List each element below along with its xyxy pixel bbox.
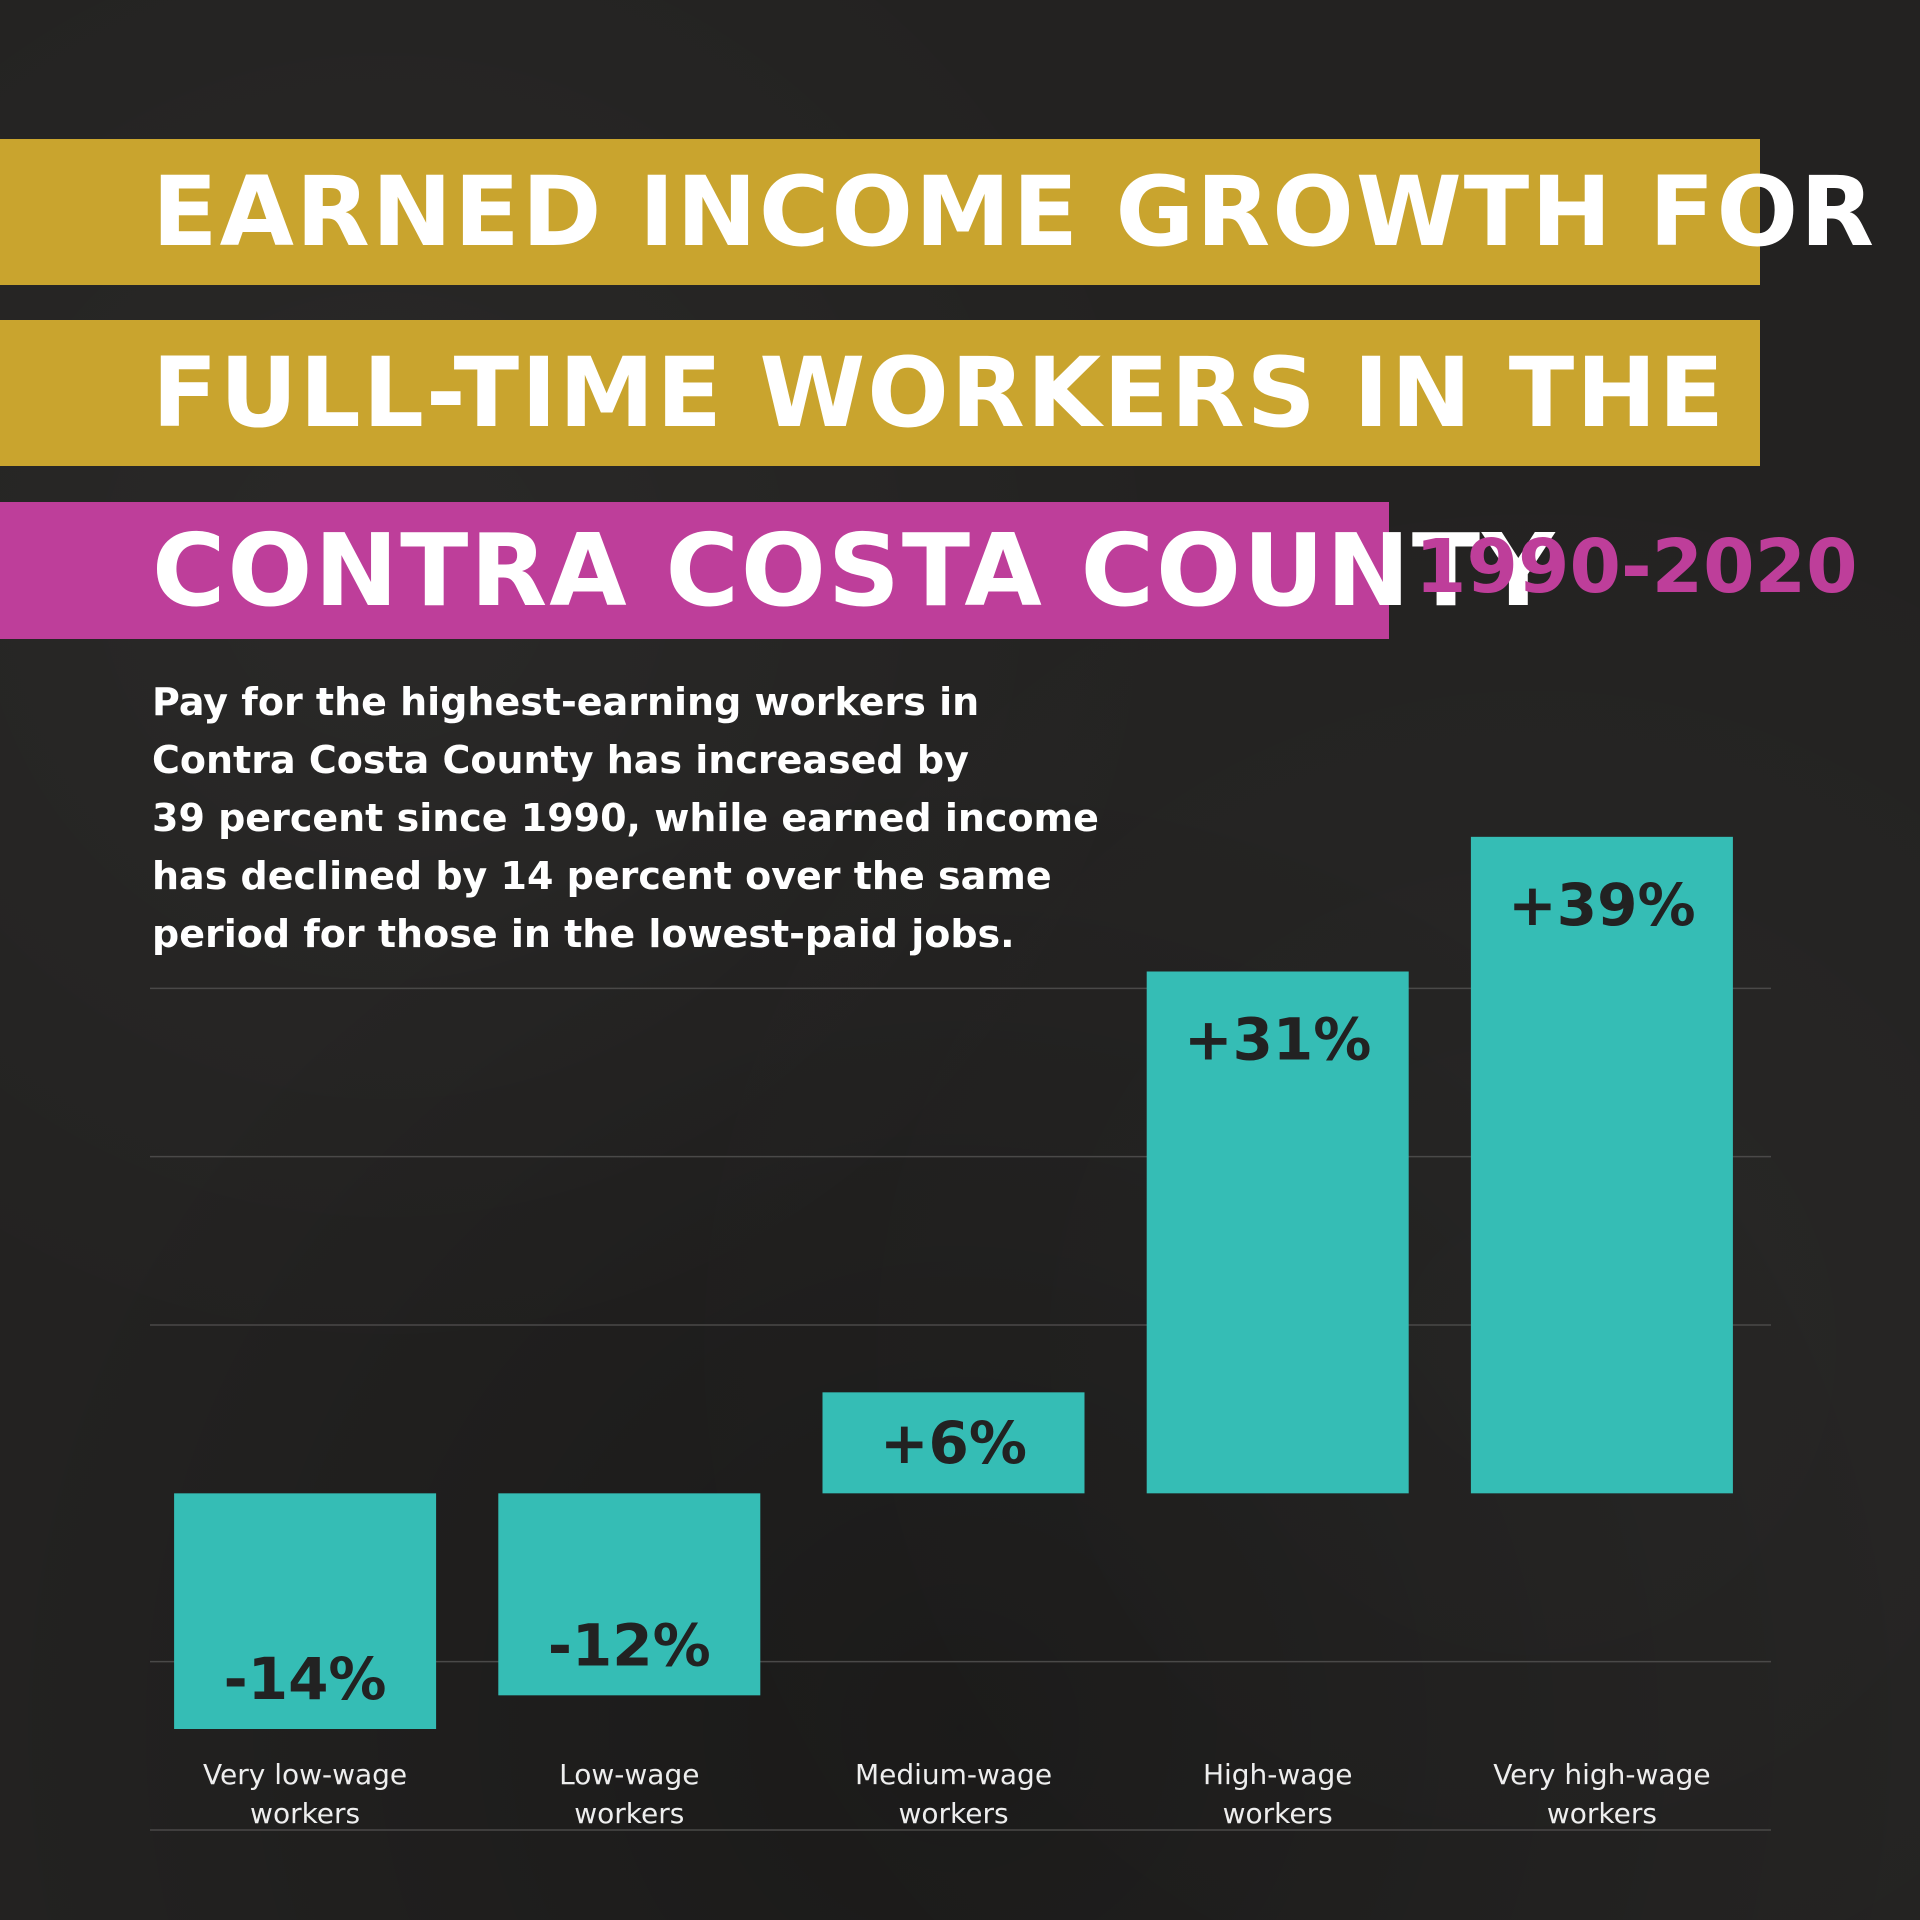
- title-band-3: CONTRA COSTA COUNTY: [0, 502, 1555, 639]
- bar: [822, 1392, 1085, 1494]
- bar: [498, 1493, 761, 1696]
- category-label: Medium-wage: [855, 1758, 1052, 1791]
- chart-description: Pay for the highest-earning workers in C…: [152, 680, 1099, 956]
- bar-value-label: -12%: [548, 1611, 711, 1679]
- bar: [1470, 836, 1733, 1494]
- category-label: workers: [1547, 1797, 1657, 1830]
- title-line-2: FULL-TIME WORKERS IN THE: [152, 337, 1727, 449]
- bar-value-label: +39%: [1508, 871, 1695, 939]
- title-band-2: FULL-TIME WORKERS IN THE: [0, 320, 1760, 466]
- category-label: High-wage: [1203, 1758, 1353, 1791]
- title-line-1: EARNED INCOME GROWTH FOR: [152, 156, 1877, 268]
- category-label: Very high-wage: [1493, 1758, 1710, 1791]
- category-label: workers: [574, 1797, 684, 1830]
- category-label: Low-wage: [559, 1758, 699, 1791]
- bar: [1146, 971, 1409, 1494]
- bar: [174, 1493, 437, 1729]
- bar-value-label: +6%: [880, 1409, 1027, 1477]
- category-label: workers: [898, 1797, 1008, 1830]
- title-band-1: EARNED INCOME GROWTH FOR: [0, 139, 1874, 285]
- category-label: workers: [1223, 1797, 1333, 1830]
- bar-value-label: +31%: [1184, 1006, 1371, 1074]
- category-label: Very low-wage: [203, 1758, 407, 1791]
- bar-value-label: -14%: [224, 1645, 387, 1713]
- title-line-3: CONTRA COSTA COUNTY: [152, 511, 1557, 629]
- category-label: workers: [250, 1797, 360, 1830]
